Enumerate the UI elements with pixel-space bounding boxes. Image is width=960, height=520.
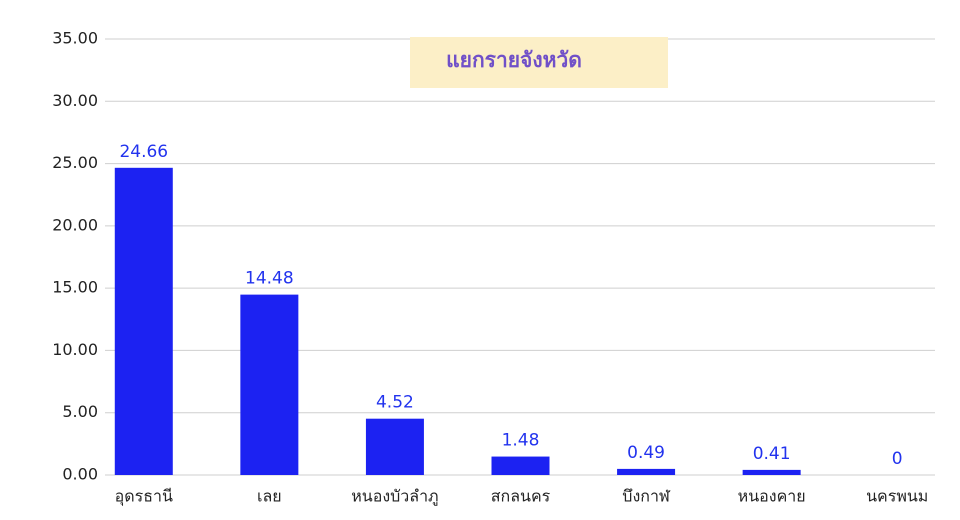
value-label: 14.48: [245, 269, 294, 289]
value-label: 0: [892, 449, 903, 469]
y-tick-label: 10.00: [52, 340, 98, 359]
y-tick-label: 25.00: [52, 153, 98, 172]
y-tick-label: 0.00: [62, 465, 98, 484]
bar: [114, 167, 173, 475]
value-label: 0.41: [753, 444, 791, 464]
x-tick-label: เลย: [257, 487, 282, 506]
x-tick-label: หนองคาย: [738, 487, 806, 506]
x-tick-label: นครพนม: [866, 487, 928, 506]
title-box: [410, 37, 668, 88]
y-tick-label: 35.00: [52, 29, 98, 48]
x-tick-label: อุดรธานี: [115, 487, 173, 507]
x-tick-label: บึงกาฬ: [622, 487, 671, 506]
chart-title: แยกรายจังหวัด: [446, 48, 582, 72]
value-label: 4.52: [376, 393, 414, 413]
bar: [240, 294, 299, 475]
y-tick-label: 20.00: [52, 215, 98, 234]
bar: [491, 456, 550, 475]
bar: [617, 468, 676, 475]
value-label: 1.48: [502, 431, 540, 451]
value-label: 24.66: [119, 142, 168, 162]
y-tick-label: 30.00: [52, 91, 98, 110]
x-tick-label: สกลนคร: [491, 487, 551, 506]
y-tick-label: 5.00: [62, 402, 98, 421]
value-label: 0.49: [627, 443, 665, 463]
bar: [742, 469, 801, 475]
x-tick-label: หนองบัวลำภู: [351, 487, 438, 507]
y-tick-label: 15.00: [52, 278, 98, 297]
bar: [365, 418, 424, 475]
